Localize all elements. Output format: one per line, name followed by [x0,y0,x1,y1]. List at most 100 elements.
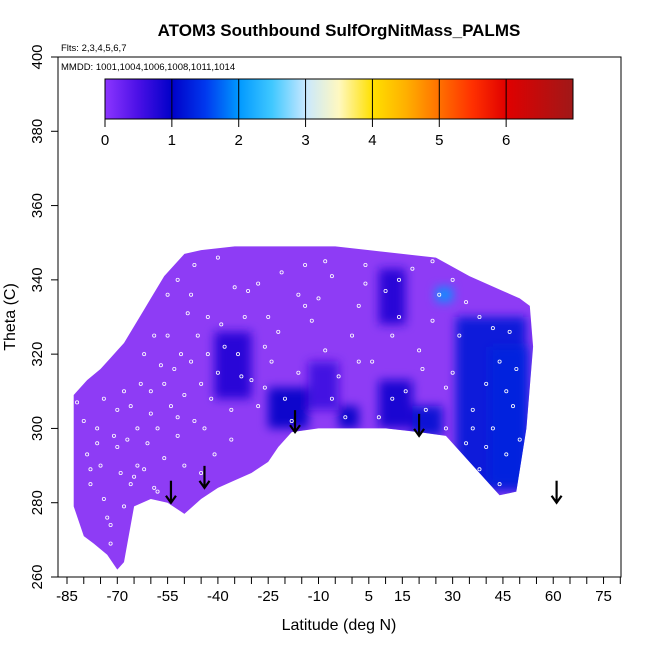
x-tick-label: -70 [106,588,128,605]
y-tick-label: 260 [29,564,46,589]
y-tick-label: 300 [29,416,46,441]
sample-point [215,370,220,375]
sample-point [148,389,153,394]
sample-point [165,292,170,297]
y-axis-label: Theta (C) [2,283,19,351]
sample-point [262,344,267,349]
sample-point [303,303,308,308]
sample-point [232,285,237,290]
sample-point [205,314,210,319]
sample-point [108,523,113,528]
colorbar-tick-label: 0 [101,132,109,149]
x-axis-label: Latitude (deg N) [282,617,397,634]
sample-point [490,426,495,431]
sample-point [152,333,157,338]
sample-point [350,333,355,338]
sample-point [162,381,167,386]
sample-point [420,366,425,371]
colorbar-tick-label: 3 [301,132,309,149]
sample-point [108,541,113,546]
heatmap-patch [338,406,359,429]
sample-point [477,314,482,319]
sample-point [296,292,301,297]
heatmap-patch [378,380,413,429]
sample-point [356,359,361,364]
sample-point [239,374,244,379]
sample-point [470,407,475,412]
sample-point [81,418,86,423]
sample-point [168,404,173,409]
heatmap-patch [412,406,443,436]
sample-point [410,266,415,271]
sample-point [343,415,348,420]
y-tick-label: 320 [29,342,46,367]
sample-point [390,396,395,401]
heatmap-patch [435,287,453,303]
sample-point [132,474,137,479]
heatmap-patch [214,331,252,399]
sample-point [457,333,462,338]
x-tick-label: 30 [444,588,461,605]
sample-point [329,274,334,279]
y-tick-label: 380 [29,119,46,144]
sample-point [229,407,234,412]
sample-point [430,318,435,323]
sample-point [329,396,334,401]
sample-point [450,370,455,375]
sample-point [464,441,469,446]
sample-point [128,482,133,487]
sample-point [98,463,103,468]
sample-point [484,444,489,449]
sample-point [256,404,261,409]
sample-point [507,329,512,334]
sample-point [236,352,241,357]
sample-point [450,277,455,282]
flight-arrow [413,413,425,438]
sample-point [125,437,130,442]
sample-point [383,288,388,293]
y-tick-label: 400 [29,44,46,69]
sample-point [138,381,143,386]
sample-point [390,333,395,338]
sample-point [256,281,261,286]
sample-point [195,333,200,338]
sample-point [128,404,133,409]
sample-point [289,418,294,423]
sample-point [222,344,227,349]
sample-point [470,426,475,431]
sample-point [443,426,448,431]
flight-arrow [550,480,563,505]
sample-point [246,288,251,293]
sample-point [266,314,271,319]
x-tick-label: 45 [495,588,512,605]
sample-point [192,262,197,267]
sample-point [363,262,368,267]
sample-point [155,426,160,431]
colorbar-tick-label: 6 [502,132,510,149]
sample-point [504,389,509,394]
sample-point [323,259,328,264]
sample-point [85,452,90,457]
sample-point [309,318,314,323]
sample-point [142,467,147,472]
sample-point [101,396,106,401]
sample-point [135,463,140,468]
sample-point [182,463,187,468]
x-tick-label: 75 [595,588,612,605]
sample-point [88,467,93,472]
colorbar-tick-label: 1 [168,132,176,149]
sample-point [430,259,435,264]
x-tick-label: 60 [545,588,562,605]
sample-point [148,411,153,416]
sample-point [276,329,281,334]
sample-point [396,277,401,282]
sample-point [219,322,224,327]
sample-point [165,333,170,338]
sample-point [229,437,234,442]
sample-point [209,396,214,401]
sample-point [517,437,522,442]
sample-point [105,515,110,520]
sample-point [88,482,93,487]
sample-point [443,385,448,390]
sample-point [262,385,267,390]
